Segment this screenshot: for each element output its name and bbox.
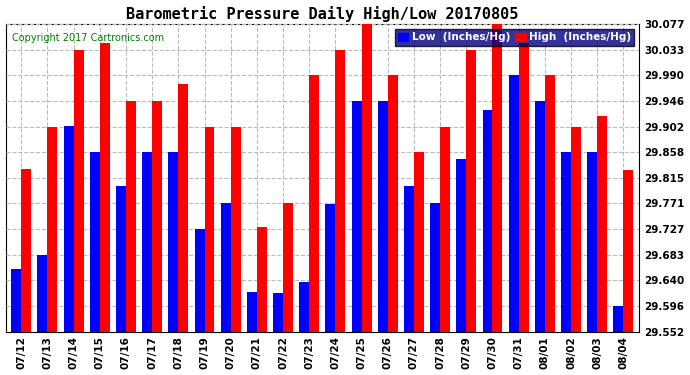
Bar <box>21 169 31 332</box>
Bar <box>404 186 414 332</box>
Bar <box>168 152 178 332</box>
Bar <box>613 306 623 332</box>
Bar <box>326 204 335 332</box>
Bar <box>257 227 267 332</box>
Bar <box>388 75 397 332</box>
Bar <box>116 186 126 332</box>
Bar <box>535 101 545 332</box>
Bar <box>273 293 283 332</box>
Bar <box>430 203 440 332</box>
Bar <box>335 50 346 332</box>
Bar <box>299 282 309 332</box>
Bar <box>195 229 204 332</box>
Bar <box>230 127 241 332</box>
Bar <box>283 203 293 332</box>
Bar <box>519 44 529 332</box>
Title: Barometric Pressure Daily High/Low 20170805: Barometric Pressure Daily High/Low 20170… <box>126 6 518 21</box>
Bar <box>598 116 607 332</box>
Bar <box>561 152 571 332</box>
Legend: Low  (Inches/Hg), High  (Inches/Hg): Low (Inches/Hg), High (Inches/Hg) <box>395 29 634 46</box>
Bar <box>63 126 74 332</box>
Bar <box>204 127 215 332</box>
Bar <box>571 127 581 332</box>
Bar <box>352 101 362 332</box>
Bar <box>11 269 21 332</box>
Bar <box>482 110 493 332</box>
Bar <box>90 152 100 332</box>
Bar <box>152 101 162 332</box>
Bar <box>493 24 502 332</box>
Bar <box>309 75 319 332</box>
Bar <box>48 127 57 332</box>
Bar <box>466 50 476 332</box>
Bar <box>378 101 388 332</box>
Bar <box>587 152 598 332</box>
Bar <box>362 24 371 332</box>
Bar <box>74 50 83 332</box>
Bar <box>178 84 188 332</box>
Bar <box>545 75 555 332</box>
Bar <box>456 159 466 332</box>
Bar <box>221 203 230 332</box>
Bar <box>142 152 152 332</box>
Bar <box>126 101 136 332</box>
Bar <box>440 127 450 332</box>
Bar <box>37 255 48 332</box>
Text: Copyright 2017 Cartronics.com: Copyright 2017 Cartronics.com <box>12 33 164 44</box>
Bar <box>509 75 519 332</box>
Bar <box>100 44 110 332</box>
Bar <box>623 170 633 332</box>
Bar <box>414 152 424 332</box>
Bar <box>247 292 257 332</box>
